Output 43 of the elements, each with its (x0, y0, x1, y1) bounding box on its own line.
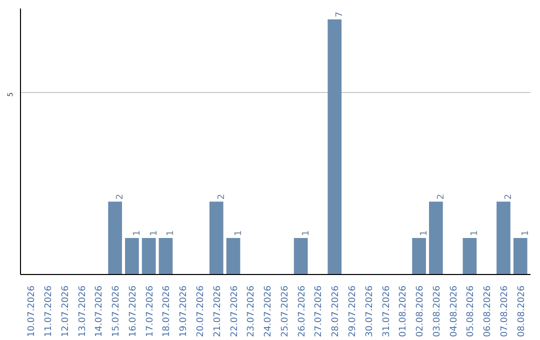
x-tick-label: 06.08.2026 (483, 285, 494, 338)
data-label: 1 (301, 230, 312, 236)
x-tick-label: 04.08.2026 (449, 285, 460, 338)
x-tick-label: 15.07.2026 (112, 285, 122, 338)
x-tick-label: 19.07.2026 (179, 285, 190, 338)
x-tick-label: 12.07.2026 (60, 285, 71, 338)
data-label: 1 (166, 230, 176, 236)
x-tick-label: 28.07.2026 (331, 285, 342, 338)
x-tick-label: 01.08.2026 (398, 285, 409, 338)
x-tick-label: 21.07.2026 (212, 285, 223, 338)
x-tick-label: 25.07.2026 (280, 285, 290, 338)
data-label: 1 (234, 230, 244, 236)
x-tick-label: 10.07.2026 (27, 285, 38, 338)
data-label: 1 (132, 230, 142, 236)
x-tick-label: 17.07.2026 (145, 285, 156, 338)
data-label: 2 (436, 194, 446, 200)
x-tick-label: 23.07.2026 (246, 285, 257, 338)
data-label: 1 (520, 230, 531, 236)
data-label: 1 (420, 230, 430, 236)
data-label: 1 (470, 230, 480, 236)
x-tick-label: 26.07.2026 (297, 285, 308, 338)
x-tick-label: 16.07.2026 (128, 285, 138, 338)
x-tick-label: 29.07.2026 (348, 285, 358, 338)
x-tick-label: 31.07.2026 (382, 285, 392, 338)
x-tick-label: 11.07.2026 (44, 285, 54, 338)
x-tick-label: 30.07.2026 (364, 285, 375, 338)
x-tick-label: 18.07.2026 (162, 285, 172, 338)
data-label: 1 (149, 230, 160, 236)
x-tick-label: 03.08.2026 (432, 285, 442, 338)
x-tick-label: 22.07.2026 (230, 285, 240, 338)
x-tick-label: 02.08.2026 (416, 285, 426, 338)
x-tick-label: 14.07.2026 (94, 285, 105, 338)
x-tick-label: 08.08.2026 (516, 285, 527, 338)
x-tick-label: 13.07.2026 (78, 285, 88, 338)
data-label: 7 (335, 12, 346, 18)
data-label: 2 (504, 194, 514, 200)
data-label: 2 (216, 194, 227, 200)
data-label: 2 (116, 194, 126, 200)
x-tick-label: 07.08.2026 (500, 285, 510, 338)
x-tick-label: 05.08.2026 (466, 285, 476, 338)
x-tick-label: 27.07.2026 (314, 285, 324, 338)
x-tick-label: 24.07.2026 (264, 285, 274, 338)
x-tick-label: 20.07.2026 (196, 285, 206, 338)
